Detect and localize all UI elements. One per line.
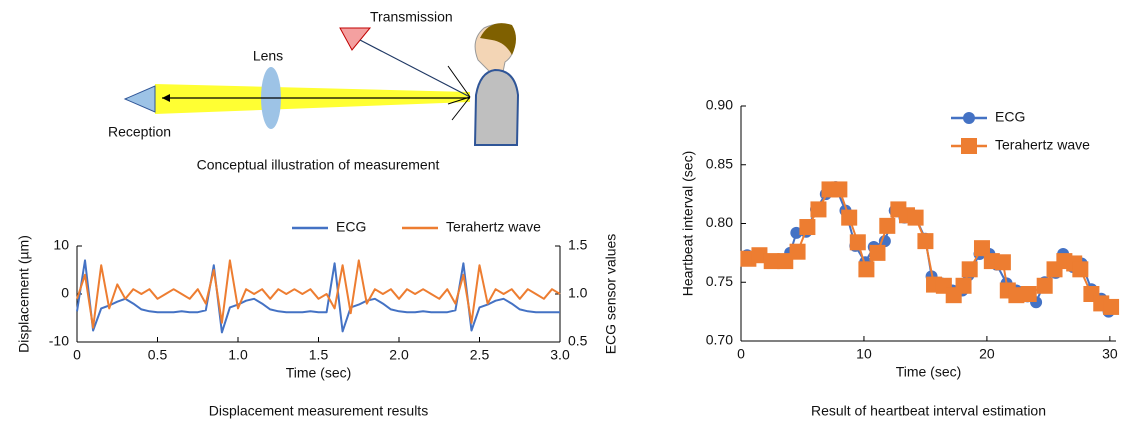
- label: Lens: [253, 48, 283, 64]
- x-axis-label: Time (sec): [896, 364, 962, 380]
- marker: [850, 234, 866, 250]
- tx-ray: [360, 40, 470, 97]
- marker: [879, 218, 895, 234]
- x-axis-label: Time (sec): [286, 365, 352, 381]
- marker: [841, 210, 857, 226]
- y-tick-label: 0.80: [706, 214, 733, 230]
- marker: [799, 219, 815, 235]
- marker: [1072, 261, 1088, 277]
- marker: [908, 210, 924, 226]
- caption: Result of heartbeat interval estimation: [811, 403, 1046, 419]
- marker: [956, 278, 972, 294]
- marker: [1021, 286, 1037, 302]
- series-line: [77, 260, 560, 327]
- y2-axis-label: ECG sensor values: [603, 234, 619, 355]
- x-tick-label: 1.5: [309, 347, 329, 363]
- y-tick-label: 0.85: [706, 155, 733, 171]
- body: [475, 70, 518, 145]
- y-tick-label: -10: [49, 333, 69, 349]
- marker: [869, 245, 885, 261]
- marker: [1103, 299, 1119, 315]
- legend-label: ECG: [995, 109, 1025, 125]
- y-axis-label: Displacement (µm): [16, 235, 32, 353]
- caption: Conceptual illustration of measurement: [197, 157, 440, 173]
- marker: [810, 201, 826, 217]
- legend-label: Terahertz wave: [995, 137, 1090, 153]
- y-tick-label: 0.70: [706, 332, 733, 348]
- x-tick-label: 1.0: [228, 347, 248, 363]
- figure: Transmission Lens Reception Conceptual i…: [0, 0, 1124, 421]
- marker: [858, 261, 874, 277]
- marker: [995, 254, 1011, 270]
- y-tick-label: 0.75: [706, 273, 733, 289]
- y-tick-label: 0: [61, 285, 69, 301]
- x-tick-label: 0: [73, 347, 81, 363]
- marker: [962, 261, 978, 277]
- legend-label: Terahertz wave: [446, 219, 541, 235]
- label: Transmission: [370, 9, 453, 25]
- transmitter: [340, 28, 370, 50]
- y-tick-label: 10: [53, 237, 69, 253]
- x-tick-label: 2.0: [389, 347, 409, 363]
- marker: [831, 181, 847, 197]
- x-tick-label: 0: [737, 346, 745, 362]
- x-tick-label: 20: [979, 346, 995, 362]
- y2-tick-label: 1.0: [568, 285, 588, 301]
- marker: [1037, 278, 1053, 294]
- legend-marker: [963, 112, 975, 124]
- y-axis-label: Heartbeat interval (sec): [680, 151, 696, 297]
- y-tick-label: 0.90: [706, 97, 733, 113]
- y2-tick-label: 1.5: [568, 237, 588, 253]
- marker: [917, 233, 933, 249]
- x-tick-label: 2.5: [470, 347, 490, 363]
- legend-label: ECG: [336, 219, 366, 235]
- legend-marker: [961, 138, 977, 154]
- marker: [790, 244, 806, 260]
- illustration: Transmission Lens Reception Conceptual i…: [108, 9, 518, 173]
- receiver: [125, 86, 155, 112]
- x-tick-label: 30: [1102, 346, 1118, 362]
- caption: Displacement measurement results: [209, 403, 428, 419]
- y2-tick-label: 0.5: [568, 333, 588, 349]
- series-line: [77, 260, 560, 332]
- x-tick-label: 10: [856, 346, 872, 362]
- beam: [155, 84, 470, 114]
- label: Reception: [108, 124, 171, 140]
- x-tick-label: 3.0: [550, 347, 570, 363]
- x-tick-label: 0.5: [148, 347, 168, 363]
